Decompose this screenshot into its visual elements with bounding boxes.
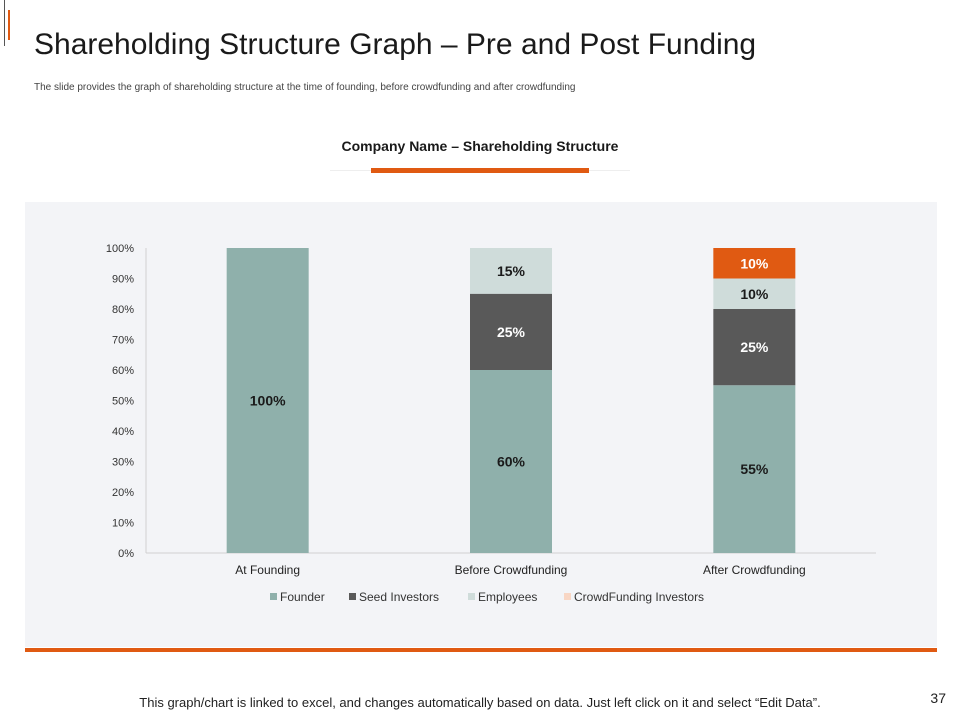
footnote: This graph/chart is linked to excel, and…: [139, 695, 821, 710]
y-tick-label: 20%: [112, 487, 134, 499]
y-tick-label: 70%: [112, 335, 134, 347]
y-tick-label: 90%: [112, 274, 134, 286]
bar-segment: [713, 385, 796, 553]
data-label: 100%: [250, 393, 286, 409]
header-accent-line: [4, 0, 5, 46]
chart-heading: Company Name – Shareholding Structure: [341, 138, 619, 154]
legend-label: Employees: [478, 590, 537, 604]
page-number: 37: [930, 690, 946, 706]
y-tick-label: 100%: [106, 243, 134, 255]
bar-segment: [470, 248, 552, 294]
y-tick-label: 0%: [118, 548, 134, 560]
y-tick-label: 80%: [112, 304, 134, 316]
legend-label: Seed Investors: [359, 590, 439, 604]
x-tick-label: Before Crowdfunding: [455, 563, 568, 577]
data-label: 10%: [740, 286, 769, 302]
bar-segment: [713, 309, 796, 386]
data-label: 25%: [740, 339, 769, 355]
data-label: 25%: [497, 324, 526, 340]
bar-segment: [226, 248, 309, 553]
header-accent-bar: [8, 10, 10, 40]
data-label: 55%: [740, 461, 769, 477]
legend-swatch: [270, 593, 277, 600]
y-tick-label: 60%: [112, 365, 134, 377]
chart-heading-underline: [371, 168, 589, 173]
y-tick-label: 10%: [112, 518, 134, 530]
data-label: 15%: [497, 263, 526, 279]
x-tick-label: After Crowdfunding: [703, 563, 806, 577]
slide-title: Shareholding Structure Graph – Pre and P…: [34, 28, 757, 61]
legend-swatch: [349, 593, 356, 600]
data-label: 60%: [497, 454, 526, 470]
bar-segment: [470, 370, 552, 553]
y-tick-label: 30%: [112, 457, 134, 469]
bar-segment: [713, 248, 796, 279]
y-tick-label: 50%: [112, 396, 134, 408]
bottom-rule: [25, 648, 937, 652]
legend-swatch: [564, 593, 571, 600]
data-label: 10%: [740, 255, 769, 271]
y-tick-label: 40%: [112, 426, 134, 438]
legend-swatch: [468, 593, 475, 600]
legend-label: CrowdFunding Investors: [574, 590, 704, 604]
bar-segment: [470, 293, 552, 370]
x-tick-label: At Founding: [235, 563, 300, 577]
bar-segment: [713, 278, 796, 309]
slide-subtitle: The slide provides the graph of sharehol…: [34, 82, 576, 93]
legend-label: Founder: [280, 590, 325, 604]
